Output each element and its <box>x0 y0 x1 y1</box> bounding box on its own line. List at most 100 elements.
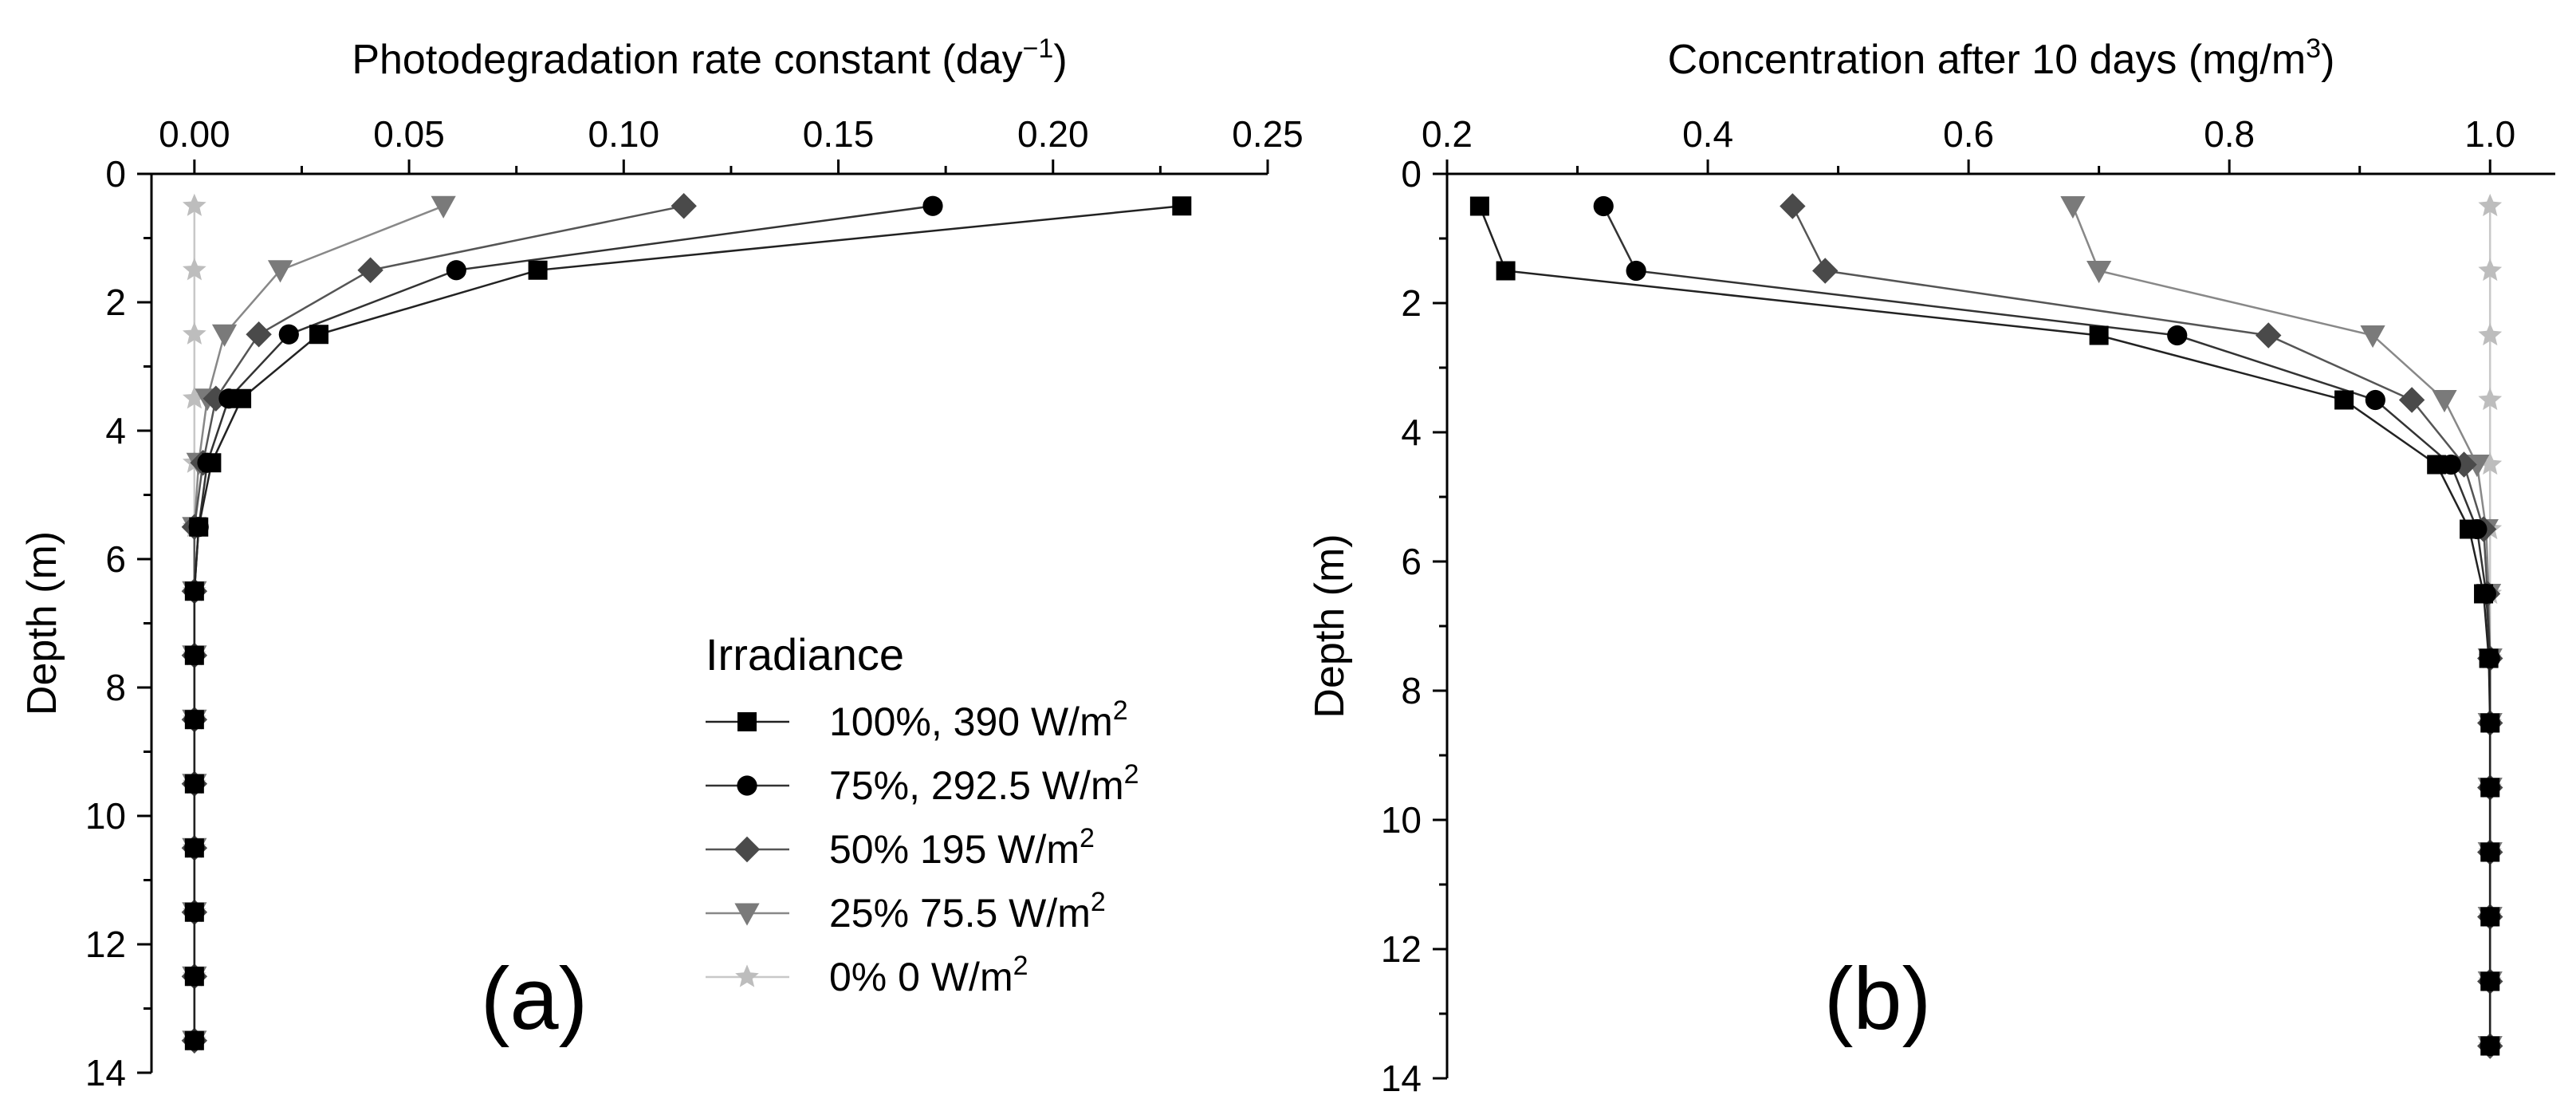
x-axis-title-text: Photodegradation rate constant (day <box>352 37 1022 83</box>
y-tick-label: 8 <box>1401 670 1422 711</box>
data-point <box>184 967 204 987</box>
legend-label: 25% 75.5 W/m2 <box>829 887 1106 936</box>
data-point <box>2480 842 2500 862</box>
data-point <box>1780 193 1806 219</box>
data-point <box>2167 325 2188 346</box>
data-point <box>1469 196 1489 216</box>
legend-label: 100%, 390 W/m2 <box>829 695 1128 744</box>
series-line <box>1791 205 2491 1046</box>
data-point <box>2474 584 2494 604</box>
panel-b-chart: 0.2 0.4 0.6 0.8 1.0 0 2 4 6 8 10 12 14 Concentration … <box>1307 33 2555 1099</box>
legend-item: 25% 75.5 W/m2 <box>706 887 1106 936</box>
data-point <box>202 453 222 473</box>
x-axis-title: Photodegradation rate constant (day−1) <box>352 33 1067 83</box>
data-point <box>1496 261 1516 281</box>
y-tick-label: 6 <box>1401 541 1422 582</box>
y-tick-label: 14 <box>1381 1058 1422 1099</box>
data-point <box>2478 387 2503 411</box>
data-point <box>2480 778 2500 798</box>
data-point <box>211 324 238 347</box>
legend-marker <box>733 836 761 863</box>
x-tick-label: 0.15 <box>803 113 875 155</box>
legend-marker <box>737 712 757 731</box>
data-point <box>357 257 383 283</box>
legend-label-text: 25% 75.5 W/m <box>829 891 1091 936</box>
legend-label-superscript: 2 <box>1091 887 1106 917</box>
legend-item: 50% 195 W/m2 <box>706 823 1095 872</box>
y-tick-label: 12 <box>1381 928 1422 970</box>
data-point <box>2432 390 2457 413</box>
legend-label-superscript: 2 <box>1113 695 1128 726</box>
series-3 <box>2060 196 2503 1059</box>
data-point <box>184 1030 204 1050</box>
series-line <box>193 205 1182 1041</box>
data-point <box>184 838 204 858</box>
y-tick-label: 6 <box>105 538 126 580</box>
series-line <box>2071 206 2491 1046</box>
data-point <box>2334 390 2354 410</box>
x-tick-label: 0.25 <box>1232 113 1304 155</box>
legend-label-superscript: 2 <box>1080 823 1095 853</box>
x-axis-title: Concentration after 10 days (mg/m3) <box>1668 33 2335 83</box>
data-point <box>232 388 252 408</box>
legend-title: Irradiance <box>706 629 904 680</box>
data-point <box>183 193 206 216</box>
x-tick-label: 0.6 <box>1943 113 1994 155</box>
legend-label-text: 75%, 292.5 W/m <box>829 763 1124 808</box>
data-point <box>2427 455 2447 475</box>
legend-marker <box>735 964 759 987</box>
x-axis-title-superscript: −1 <box>1023 33 1054 64</box>
y-tick-label: 0 <box>1401 153 1422 195</box>
legend-label-superscript: 2 <box>1124 759 1139 790</box>
series-line <box>193 205 934 1041</box>
legend-label-text: 50% 195 W/m <box>829 827 1080 872</box>
y-tick-label: 4 <box>105 410 126 451</box>
panel-label: (b) <box>1824 950 1931 1048</box>
legend-label-text: 0% 0 W/m <box>829 955 1013 999</box>
legend-marker <box>737 775 757 796</box>
x-tick-label: 1.0 <box>2464 113 2515 155</box>
series-2 <box>181 193 697 1054</box>
data-point <box>2478 451 2503 475</box>
y-tick-label: 10 <box>1381 799 1422 841</box>
data-point <box>2398 387 2425 413</box>
y-tick-label: 12 <box>85 924 126 965</box>
data-point <box>184 774 204 794</box>
panel-a-chart: 0.00 0.05 0.10 0.15 0.20 0.25 0 2 4 6 8 10 12 14 Photo… <box>19 33 1304 1093</box>
data-point <box>922 195 943 216</box>
data-point <box>2089 325 2109 345</box>
legend-label: 75%, 292.5 W/m2 <box>829 759 1139 808</box>
series-2 <box>1780 193 2503 1059</box>
data-point <box>2480 1036 2500 1056</box>
x-tick-label: 0.4 <box>1682 113 1733 155</box>
data-point <box>671 193 697 219</box>
data-point <box>189 517 209 537</box>
y-axis-title: Depth (m) <box>1307 534 1353 718</box>
y-tick-label: 14 <box>85 1052 126 1093</box>
data-point <box>2478 322 2503 346</box>
legend-marker <box>734 903 760 926</box>
data-point <box>2060 196 2086 219</box>
data-point <box>1812 258 1839 284</box>
data-point <box>2255 322 2282 349</box>
data-point <box>2479 648 2499 668</box>
data-point <box>246 321 272 348</box>
data-point <box>183 258 206 281</box>
data-point <box>183 321 206 345</box>
y-axis-title: Depth (m) <box>19 531 65 715</box>
data-point <box>184 645 204 665</box>
y-tick-label: 4 <box>1401 412 1422 453</box>
x-axis-title-end: ) <box>2321 37 2334 83</box>
y-tick-label: 0 <box>105 153 126 195</box>
data-point <box>2478 193 2503 217</box>
data-point <box>2460 519 2480 539</box>
legend-label: 50% 195 W/m2 <box>829 823 1095 872</box>
legend-item: 0% 0 W/m2 <box>706 951 1028 999</box>
data-point <box>431 195 456 219</box>
data-point <box>278 324 299 345</box>
y-tick-label: 2 <box>105 282 126 323</box>
data-point <box>309 325 328 345</box>
data-point <box>2360 325 2385 349</box>
